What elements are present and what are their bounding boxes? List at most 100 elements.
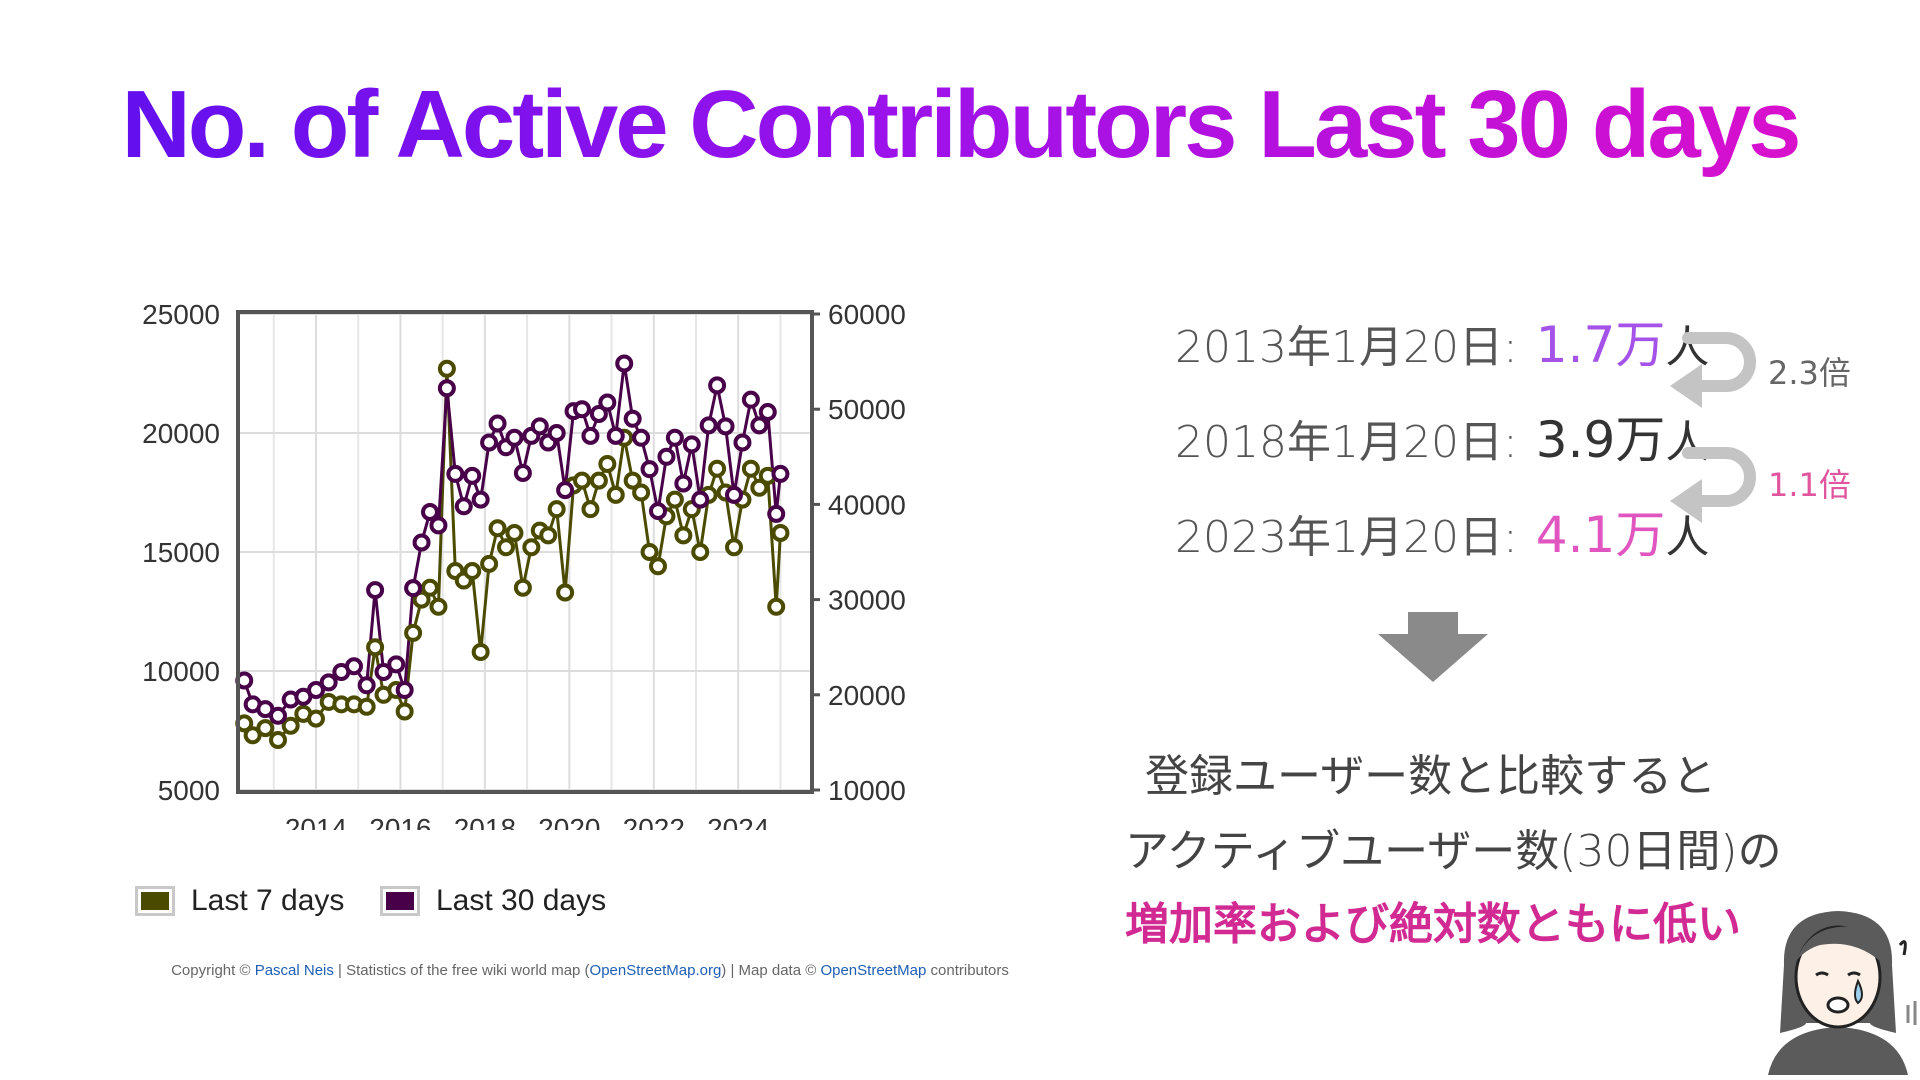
growth-ratio: 1.1倍 [1768, 466, 1851, 504]
contributors-chart: 2014 2016 2018 2020 2022 2024 25000 20000 15000 1… [142, 299, 906, 830]
data-point [767, 504, 786, 523]
author-link[interactable]: Pascal Neis [254, 962, 334, 979]
curved-arrow-icon [1670, 447, 1756, 523]
data-point [691, 543, 710, 561]
data-point [741, 459, 760, 478]
x-tick-label: 2018 [454, 813, 516, 830]
data-point [632, 428, 651, 447]
data-point [547, 424, 566, 442]
y-left-tick-label: 5000 [158, 775, 220, 806]
slide-title: No. of Active Contributors Last 30 days [0, 70, 1920, 180]
data-point [640, 460, 659, 479]
copyright-suffix: contributors [926, 962, 1009, 979]
y-left-tick-label: 10000 [142, 656, 220, 687]
data-point [573, 471, 591, 490]
data-point [480, 554, 499, 573]
data-point [429, 516, 448, 535]
copyright-note: Copyright © Pascal Neis | Statistics of … [120, 962, 1060, 979]
data-point [437, 359, 456, 378]
osm-site-link[interactable]: OpenStreetMap.org [589, 962, 722, 979]
stat-row-2023: 2023年1月20日: 4.1万人 [1175, 495, 1709, 564]
data-point [505, 523, 524, 542]
data-point [374, 662, 393, 681]
data-point [665, 490, 684, 509]
data-point [691, 490, 710, 509]
x-tick-label: 2016 [369, 813, 431, 830]
data-point [556, 481, 575, 500]
osm-link[interactable]: OpenStreetMap [820, 962, 927, 979]
data-point [615, 354, 634, 373]
data-point [387, 655, 406, 674]
data-point [454, 497, 473, 516]
data-point [674, 526, 693, 545]
chart-ticks: 2014 2016 2018 2020 2022 2024 25000 20000 15000 1… [142, 299, 906, 830]
data-point [598, 454, 617, 473]
data-point [623, 409, 642, 428]
data-point [758, 403, 777, 422]
data-point [573, 400, 591, 419]
data-point [657, 447, 676, 466]
y-right-tick-label: 40000 [828, 489, 906, 520]
data-point [649, 557, 667, 576]
data-point [623, 471, 642, 490]
data-point [556, 583, 575, 602]
y-right-tick-label: 10000 [828, 775, 906, 806]
data-point [488, 519, 507, 538]
stat-date: 2013年1月20日: [1175, 322, 1518, 373]
data-point [488, 414, 507, 433]
data-point [463, 466, 482, 485]
data-point [412, 590, 431, 609]
legend-label: Last 7 days [191, 884, 345, 917]
data-point [463, 562, 482, 581]
x-tick-label: 2024 [707, 813, 769, 830]
data-point [281, 716, 300, 735]
data-point [243, 726, 262, 745]
data-point [471, 490, 490, 509]
data-point [505, 428, 524, 447]
data-point [640, 543, 659, 561]
crying-person-icon [1768, 911, 1917, 1075]
data-point [357, 676, 376, 695]
data-point [725, 485, 743, 504]
data-point [598, 393, 617, 412]
stat-value: 4.1万 [1535, 506, 1666, 564]
data-point [581, 500, 600, 519]
data-point [404, 579, 423, 598]
conclusion-line-1: 登録ユーザー数と比較すると [1145, 751, 1717, 802]
data-point [437, 379, 456, 398]
stat-date: 2023年1月20日: [1175, 512, 1518, 563]
copyright-prefix: Copyright © [171, 962, 255, 979]
data-point [522, 538, 541, 557]
data-point [366, 638, 385, 657]
data-point [319, 673, 338, 692]
legend-label: Last 30 days [436, 884, 607, 917]
data-point [497, 538, 515, 557]
y-right-tick-label: 20000 [828, 680, 906, 711]
data-point [674, 474, 693, 493]
conclusion-line-3: 増加率および絶対数ともに低い [1125, 899, 1741, 950]
data-point [421, 503, 439, 522]
data-point [771, 464, 790, 483]
legend-swatch [380, 886, 420, 916]
data-point [395, 681, 414, 700]
data-point [471, 642, 490, 661]
data-point [412, 533, 431, 552]
data-point [665, 428, 684, 447]
data-point [733, 433, 752, 452]
plot-frame [236, 310, 814, 794]
data-point [307, 709, 325, 728]
stat-unit: 人 [1665, 417, 1710, 468]
chart-marks [235, 354, 790, 750]
data-point [539, 526, 558, 545]
data-point [716, 417, 735, 436]
data-point [632, 483, 651, 502]
stat-value: 3.9万 [1535, 411, 1666, 469]
data-point [366, 581, 385, 600]
data-point [395, 702, 414, 721]
data-point [269, 706, 287, 725]
data-point [589, 404, 608, 423]
data-point [357, 697, 376, 716]
data-point [345, 657, 363, 676]
data-point [429, 597, 448, 616]
data-point [446, 464, 465, 483]
